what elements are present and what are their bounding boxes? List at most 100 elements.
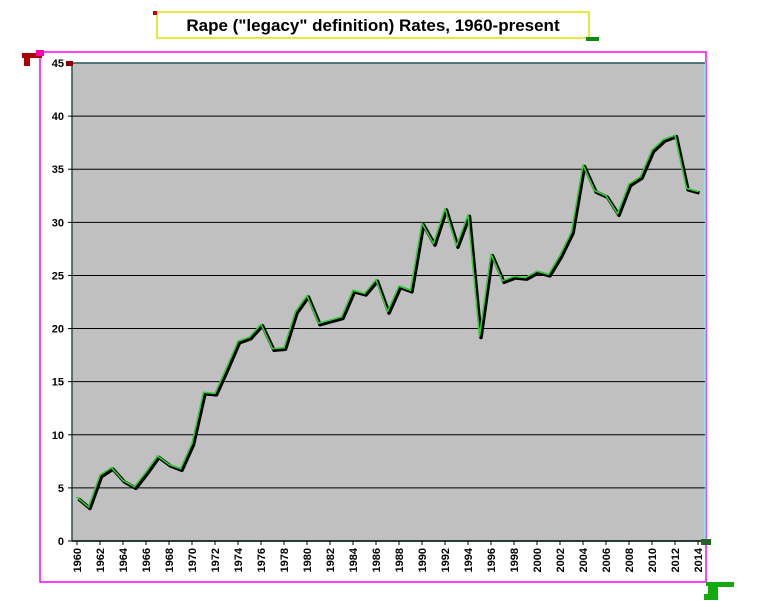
data-point-2009[interactable]	[639, 175, 642, 178]
x-tick-label: 1982	[325, 548, 337, 572]
data-point-2007[interactable]	[616, 213, 619, 215]
x-tick-label: 2014	[693, 547, 705, 572]
x-tick-label: 1972	[210, 548, 222, 572]
data-point-1980[interactable]	[306, 294, 308, 297]
data-point-1983[interactable]	[340, 316, 343, 318]
x-tick-label: 1966	[141, 548, 153, 572]
x-tick-label: 1976	[256, 548, 268, 572]
y-tick-label: 40	[52, 111, 64, 123]
data-point-1976[interactable]	[260, 323, 262, 326]
data-points	[76, 134, 699, 508]
x-tick-label: 1990	[417, 548, 429, 572]
y-tick-label: 25	[52, 270, 64, 282]
data-point-1963[interactable]	[110, 466, 113, 469]
data-point-1973[interactable]	[225, 367, 228, 369]
x-tick-label: 2002	[555, 548, 567, 572]
data-point-1971[interactable]	[202, 391, 205, 394]
data-point-1997[interactable]	[501, 279, 504, 282]
x-tick-label: 2004	[578, 547, 590, 572]
x-tick-label: 2006	[601, 548, 613, 572]
data-point-1991[interactable]	[432, 242, 435, 245]
x-tick-label: 1988	[394, 548, 406, 572]
data-point-1998[interactable]	[513, 275, 515, 278]
data-point-1979[interactable]	[294, 310, 297, 313]
plot-area[interactable]	[71, 62, 706, 542]
data-point-1992[interactable]	[444, 207, 446, 210]
x-tick-label: 2000	[532, 548, 544, 572]
data-point-1967[interactable]	[156, 455, 159, 457]
x-tick-label: 1978	[279, 548, 291, 572]
data-point-1996[interactable]	[490, 253, 492, 255]
data-point-2005[interactable]	[593, 189, 596, 192]
data-point-1999[interactable]	[524, 276, 527, 279]
data-point-1962[interactable]	[99, 474, 101, 476]
data-point-2012[interactable]	[674, 134, 676, 137]
data-point-1981[interactable]	[317, 322, 320, 325]
y-tick-label: 5	[58, 483, 64, 495]
y-tick-label: 45	[52, 58, 64, 70]
data-point-1993[interactable]	[455, 244, 458, 247]
chart-title: Rape ("legacy" definition) Rates, 1960-p…	[186, 16, 560, 35]
data-point-1974[interactable]	[237, 340, 239, 343]
data-point-1964[interactable]	[122, 479, 124, 482]
gridlines	[72, 62, 705, 489]
data-point-1972[interactable]	[214, 392, 216, 395]
data-point-2002[interactable]	[559, 254, 561, 257]
data-point-1977[interactable]	[271, 347, 274, 350]
title-box[interactable]	[156, 11, 590, 39]
x-tick-label: 2010	[647, 548, 659, 572]
data-point-1989[interactable]	[409, 289, 412, 292]
data-point-1969[interactable]	[179, 467, 182, 470]
x-tick-label: 1998	[509, 548, 521, 572]
y-tick-label: 20	[52, 324, 64, 336]
data-point-1994[interactable]	[467, 214, 469, 216]
x-tick-label: 1992	[440, 548, 452, 572]
x-axis-tick-labels: 1960 1962 1964 1966 1968 1970 1972 1974 1976 1978…	[72, 547, 705, 572]
data-point-1978[interactable]	[283, 346, 285, 349]
data-point-1990[interactable]	[421, 222, 423, 225]
data-point-1960[interactable]	[76, 496, 78, 499]
x-tick-label: 1962	[95, 548, 107, 572]
data-point-1975[interactable]	[248, 336, 251, 338]
y-tick-label: 10	[52, 430, 64, 442]
data-point-1965[interactable]	[133, 486, 136, 488]
data-point-2006[interactable]	[605, 194, 607, 197]
x-tick-label: 1980	[302, 548, 314, 572]
data-point-2011[interactable]	[662, 138, 665, 141]
data-point-1966[interactable]	[145, 471, 147, 473]
x-tick-label: 2008	[624, 548, 636, 572]
data-point-1970[interactable]	[191, 442, 193, 445]
data-point-1968[interactable]	[168, 463, 170, 466]
data-point-1982[interactable]	[329, 319, 331, 321]
data-point-2013[interactable]	[685, 187, 688, 190]
y-tick-label: 15	[52, 377, 64, 389]
data-point-1961[interactable]	[87, 506, 90, 508]
x-tick-label: 2012	[670, 548, 682, 572]
data-point-1986[interactable]	[375, 278, 377, 281]
data-point-1988[interactable]	[398, 285, 400, 287]
data-point-1995[interactable]	[478, 335, 481, 337]
title-handle-right	[586, 37, 599, 41]
x-tick-label: 1974	[233, 547, 245, 572]
data-point-2010[interactable]	[651, 149, 653, 151]
data-point-2004[interactable]	[582, 164, 584, 166]
data-point-1984[interactable]	[352, 289, 354, 292]
y-tick-label: 35	[52, 164, 64, 176]
title-handle-left	[153, 11, 157, 15]
y-tick-label: 30	[52, 217, 64, 229]
data-point-2008[interactable]	[628, 183, 630, 185]
plot-handle-top-left	[66, 61, 73, 66]
chart-handle-bottom-right	[704, 582, 734, 600]
x-tick-label: 1960	[72, 548, 84, 572]
y-axis-tick-labels: 0 5 10 15 20 25 30 35 40 45	[52, 58, 64, 548]
x-tick-label: 1986	[371, 548, 383, 572]
data-point-2014[interactable]	[697, 190, 699, 193]
data-point-2003[interactable]	[570, 231, 573, 233]
data-point-2001[interactable]	[547, 273, 550, 276]
x-tick-label: 1968	[164, 548, 176, 572]
data-point-1987[interactable]	[386, 310, 389, 313]
data-point-2000[interactable]	[536, 270, 538, 272]
data-point-1985[interactable]	[363, 292, 366, 295]
